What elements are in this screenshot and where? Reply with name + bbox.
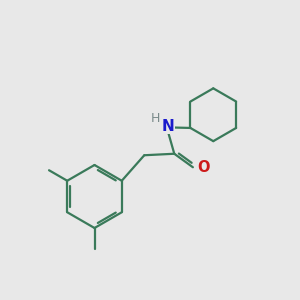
Text: H: H [151, 112, 160, 125]
Text: N: N [161, 118, 174, 134]
Text: O: O [197, 160, 209, 175]
